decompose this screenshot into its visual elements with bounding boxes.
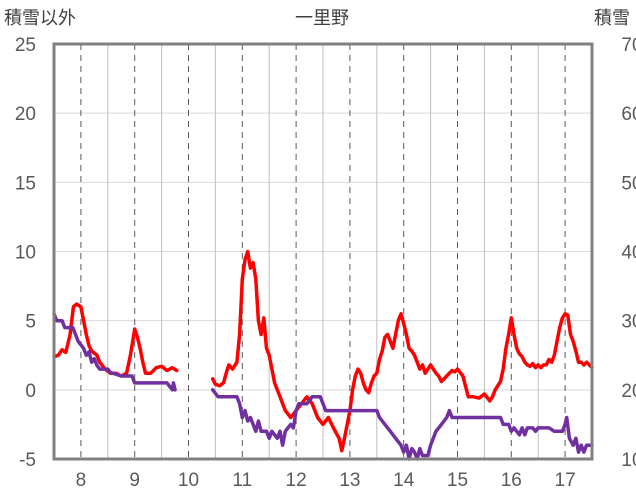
series-lines xyxy=(52,249,594,461)
left-axis-ticks: -5 0 5 10 15 20 25 xyxy=(15,35,36,471)
x-tick-label: 14 xyxy=(393,470,415,491)
x-tick-label: 13 xyxy=(339,470,360,491)
x-tick-label: 10 xyxy=(178,470,199,491)
right-tick-label: 50 xyxy=(621,173,636,194)
x-tick-label: 9 xyxy=(129,470,140,491)
chart-title: 一里野 xyxy=(295,8,349,29)
x-tick-label: 8 xyxy=(76,470,87,491)
snow-depth-line xyxy=(210,388,594,461)
other-value-line xyxy=(210,249,594,453)
vertical-gridlines xyxy=(80,44,566,459)
x-tick-label: 15 xyxy=(447,470,468,491)
left-tick-label: 20 xyxy=(15,104,36,125)
left-tick-label: 15 xyxy=(15,173,36,194)
plot-frame xyxy=(52,42,594,461)
x-tick-label: 17 xyxy=(555,470,576,491)
left-tick-label: 5 xyxy=(25,312,36,333)
right-tick-label: 30 xyxy=(621,312,636,333)
right-tick-label: 60 xyxy=(621,104,636,125)
right-tick-label: 10 xyxy=(621,450,636,471)
left-tick-label: -5 xyxy=(19,450,36,471)
other-value-line xyxy=(52,302,179,378)
right-tick-label: 70 xyxy=(621,35,636,56)
x-axis-ticks: 8 9 10 11 12 13 14 15 16 17 xyxy=(76,470,576,491)
right-axis-title: 積雪 xyxy=(594,8,630,29)
right-axis-ticks: 10 20 30 40 50 60 70 xyxy=(621,35,636,471)
x-tick-label: 12 xyxy=(286,470,307,491)
right-tick-label: 40 xyxy=(621,243,636,264)
left-tick-label: 25 xyxy=(15,35,36,56)
right-tick-label: 20 xyxy=(621,381,636,402)
snow-depth-line xyxy=(52,312,177,392)
x-tick-label: 11 xyxy=(232,470,252,491)
left-tick-label: 10 xyxy=(15,243,36,264)
left-tick-label: 0 xyxy=(25,381,36,402)
x-tick-label: 16 xyxy=(501,470,522,491)
left-axis-title: 積雪以外 xyxy=(4,8,76,29)
